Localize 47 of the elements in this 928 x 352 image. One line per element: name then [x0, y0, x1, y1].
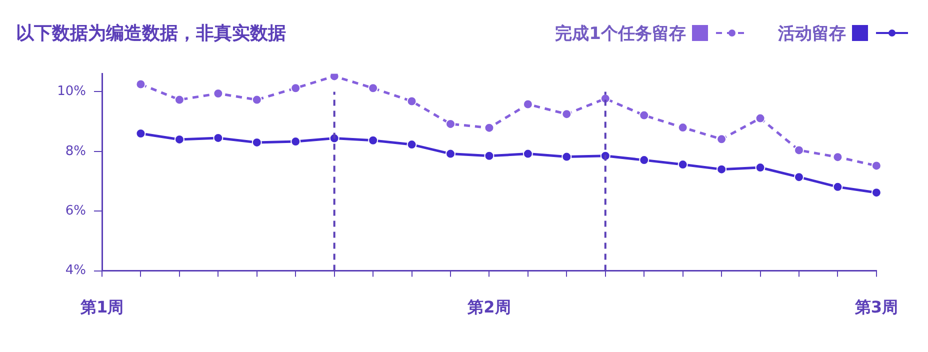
x-tick-label: 第2周	[466, 298, 511, 317]
point	[639, 155, 650, 166]
point	[832, 182, 843, 192]
point	[755, 162, 766, 173]
point	[252, 137, 262, 148]
point	[329, 74, 340, 82]
point	[484, 122, 494, 133]
point	[522, 99, 533, 110]
point	[716, 134, 727, 144]
point	[445, 148, 456, 159]
y-tick-label: 6%	[65, 203, 86, 218]
y-tick-label: 8%	[65, 144, 86, 159]
point	[562, 152, 572, 162]
point	[716, 164, 727, 174]
legend-label: 完成1个任务留存	[555, 22, 686, 44]
point	[290, 83, 301, 94]
point	[755, 113, 766, 124]
point	[406, 140, 417, 150]
point	[871, 160, 882, 171]
point	[678, 122, 688, 133]
legend-label: 活动留存	[778, 22, 846, 44]
point	[213, 132, 224, 143]
x-tick-label: 第3周	[854, 298, 898, 317]
point	[678, 160, 688, 170]
point	[562, 109, 572, 120]
point	[639, 110, 650, 120]
point	[832, 152, 843, 162]
point	[136, 79, 146, 90]
x-tick-label: 第1周	[79, 298, 124, 317]
point	[368, 83, 378, 94]
point	[445, 118, 456, 129]
y-tick-label: 10%	[57, 84, 86, 100]
point	[174, 94, 184, 105]
point	[213, 88, 224, 98]
point	[484, 150, 494, 161]
point	[522, 148, 533, 159]
chart-title: 以下数据为编造数据，非真实数据	[16, 22, 286, 45]
point	[406, 96, 417, 106]
point	[136, 128, 146, 138]
point	[794, 172, 804, 182]
point	[871, 188, 882, 198]
point	[174, 134, 184, 144]
point	[252, 94, 262, 105]
point	[794, 145, 804, 156]
point	[290, 136, 301, 147]
point	[368, 135, 378, 146]
y-tick-label: 4%	[65, 263, 86, 278]
